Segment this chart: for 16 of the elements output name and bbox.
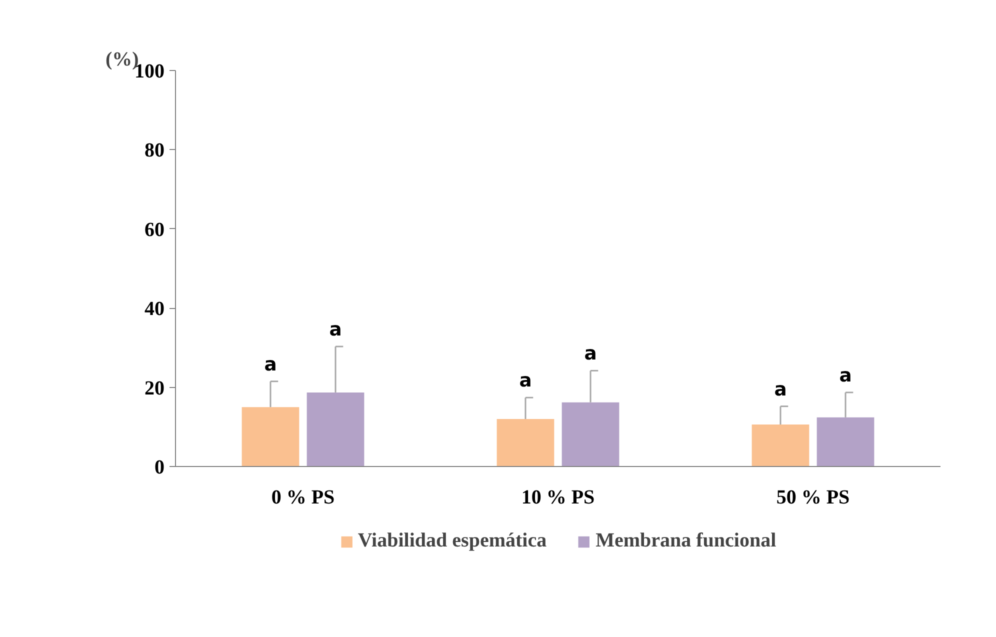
- annotation: a: [329, 320, 342, 341]
- x-tick-label: 10 % PS: [521, 486, 595, 508]
- annotation: a: [774, 379, 787, 400]
- y-tick-label: 80: [144, 140, 164, 162]
- legend-label: Membrana funcional: [596, 530, 776, 552]
- annotation: a: [839, 365, 852, 386]
- annotation: a: [264, 354, 277, 376]
- annotation: a: [584, 344, 597, 365]
- y-tick-label: 0: [154, 456, 164, 478]
- x-tick-label: 50 % PS: [776, 486, 850, 508]
- y-tick-label: 60: [144, 218, 164, 241]
- annotation: a: [519, 370, 532, 392]
- y-tick-label: 40: [144, 298, 164, 320]
- y-tick-label: 20: [144, 377, 164, 400]
- legend-label: Viabilidad espemática: [358, 530, 547, 552]
- x-tick-label: 0 % PS: [271, 486, 335, 508]
